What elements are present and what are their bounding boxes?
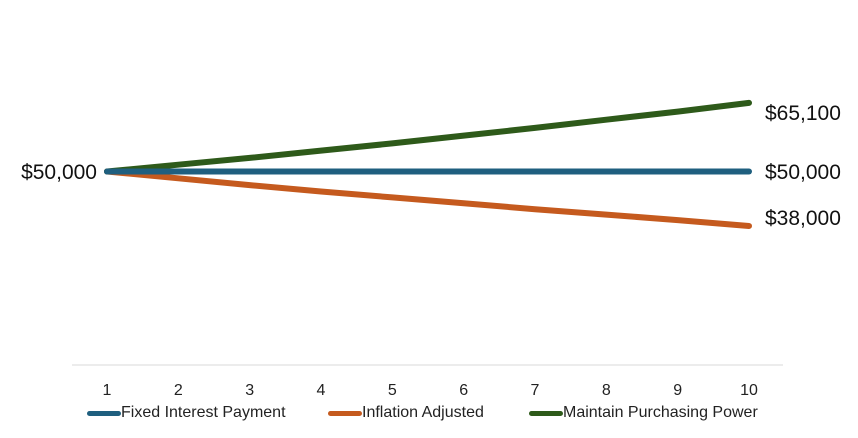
x-tick-label: 4 xyxy=(317,382,326,399)
legend-swatch-inflation xyxy=(328,410,362,416)
x-tick-labels: 1 2 3 4 5 6 7 8 9 10 xyxy=(103,382,758,399)
x-tick-label: 3 xyxy=(245,382,254,399)
data-label-end-fixed: $50,000 xyxy=(765,161,841,184)
x-tick-label: 8 xyxy=(602,382,611,399)
series-line-purchasing xyxy=(104,99,752,175)
data-label-start: $50,000 xyxy=(21,161,97,184)
x-tick-label: 9 xyxy=(673,382,682,399)
legend-label-inflation: Inflation Adjusted xyxy=(362,404,484,421)
data-label-end-purchasing: $65,100 xyxy=(765,102,841,125)
legend-item-fixed: Fixed Interest Payment xyxy=(87,401,286,425)
legend-item-purchasing: Maintain Purchasing Power xyxy=(529,401,758,425)
series-line-inflation xyxy=(104,168,752,229)
x-tick-label: 2 xyxy=(174,382,183,399)
x-tick-label: 1 xyxy=(103,382,112,399)
data-label-end-inflation: $38,000 xyxy=(765,207,841,230)
legend: Fixed Interest Payment Inflation Adjuste… xyxy=(0,401,858,425)
legend-label-purchasing: Maintain Purchasing Power xyxy=(563,404,758,421)
legend-item-inflation: Inflation Adjusted xyxy=(328,401,484,425)
x-tick-label: 10 xyxy=(740,382,758,399)
x-tick-label: 6 xyxy=(459,382,468,399)
x-tick-label: 7 xyxy=(531,382,540,399)
legend-swatch-purchasing xyxy=(529,410,563,416)
series-layer xyxy=(104,99,752,229)
legend-swatch-fixed xyxy=(87,410,121,416)
x-tick-label: 5 xyxy=(388,382,397,399)
legend-label-fixed: Fixed Interest Payment xyxy=(121,404,286,421)
